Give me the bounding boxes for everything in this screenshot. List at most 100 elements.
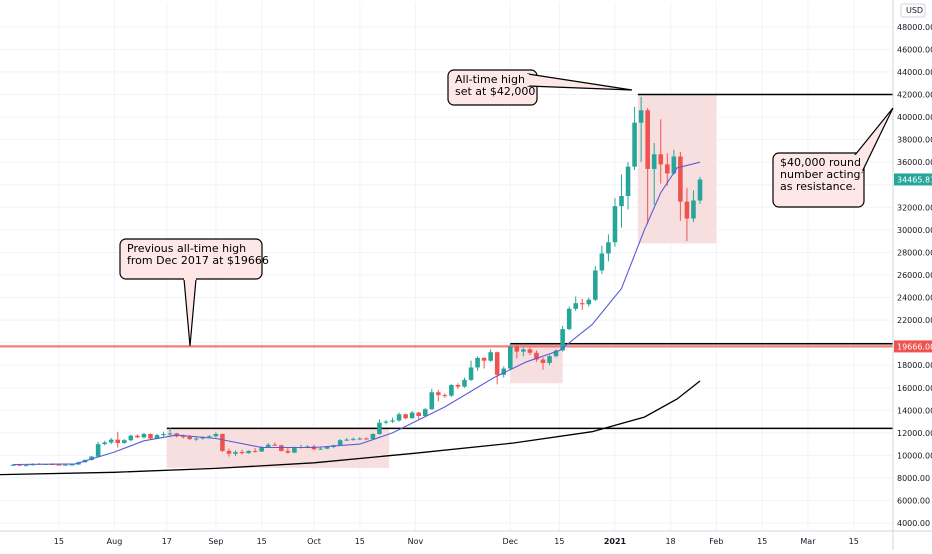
candle-up [141, 432, 147, 439]
candle-body [527, 349, 533, 353]
candle-down [416, 412, 421, 420]
candle-up [468, 360, 474, 381]
price-label: 19666.00 [897, 342, 932, 351]
candle-body [468, 367, 474, 380]
candle-body [632, 122, 637, 167]
candle-down [514, 344, 520, 359]
price-label-bg [894, 173, 932, 186]
candle-up [593, 265, 598, 301]
callout-text: Previous all-time high [127, 242, 246, 255]
candle-body [89, 456, 94, 460]
candle-body [148, 433, 153, 439]
y-tick-label: 48000.00 [897, 23, 932, 32]
candle-body [678, 156, 683, 202]
candle-body [305, 446, 310, 448]
y-tick-label: 46000.00 [897, 45, 932, 54]
candle-body [350, 439, 356, 441]
slow-ma-line [0, 380, 701, 476]
y-tick-label: 42000.00 [897, 90, 932, 99]
callout-pointer [527, 73, 633, 91]
candle-down [527, 347, 533, 356]
candle-body [357, 438, 363, 440]
candle-up [95, 441, 101, 458]
candle-body [108, 439, 114, 443]
candle-down [540, 357, 546, 370]
candle-body [318, 448, 323, 450]
candle-up [599, 245, 605, 274]
x-tick-label: 18 [665, 537, 675, 546]
candle-body [403, 414, 408, 419]
currency-box [900, 3, 926, 18]
candle-up [638, 96, 644, 163]
candle-down [403, 413, 408, 420]
candle-body [606, 242, 611, 254]
candle-body [540, 359, 546, 363]
y-tick-label: 6000.00 [897, 497, 930, 506]
candle-up [10, 464, 16, 466]
y-tick-label: 24000.00 [897, 294, 932, 303]
candle-body [213, 433, 219, 437]
candle-body [507, 346, 513, 369]
candle-down [226, 448, 232, 457]
candle-up [501, 366, 507, 378]
x-tick-label: 15 [757, 537, 767, 546]
y-tick-label: 32000.00 [897, 203, 932, 212]
candle-up [697, 176, 703, 204]
candle-body [547, 356, 552, 363]
candle-body [501, 368, 507, 375]
candle-down [442, 393, 448, 398]
candle-up [233, 450, 238, 456]
candle-body [141, 433, 147, 438]
x-tick-label: Dec [503, 537, 518, 546]
candle-up [691, 190, 696, 222]
candle-down [115, 431, 121, 448]
y-tick-label: 10000.00 [897, 451, 932, 460]
candle-up [566, 306, 572, 331]
y-tick-label: 40000.00 [897, 113, 932, 122]
candle-body [429, 392, 435, 410]
y-tick-label: 26000.00 [897, 271, 932, 280]
candle-down [658, 119, 664, 184]
x-tick-label: 2021 [604, 537, 627, 546]
callout-text: as resistance. [780, 180, 856, 193]
x-tick-label: 17 [162, 537, 172, 546]
candle-down [285, 448, 291, 454]
candle-up [193, 436, 199, 441]
candle-body [586, 299, 592, 305]
candle-down [148, 433, 153, 440]
candle-down [272, 442, 278, 446]
candle-body [514, 346, 520, 352]
candle-down [678, 152, 683, 221]
candle-down [579, 298, 585, 310]
slow-moving-average [0, 380, 701, 476]
candle-up [102, 440, 107, 446]
candle-body [521, 349, 526, 352]
candle-down [364, 437, 369, 440]
candle-body [449, 384, 454, 396]
candle-body [638, 110, 644, 123]
y-tick-label: 8000.00 [897, 474, 930, 483]
candle-body [272, 444, 278, 446]
y-tick-label: 12000.00 [897, 429, 932, 438]
x-tick-label: Aug [107, 537, 123, 546]
candle-body [619, 196, 624, 207]
candle-body [161, 433, 166, 436]
highlight-zones [166, 94, 717, 468]
candle-up [612, 198, 618, 247]
candle-up [475, 356, 480, 371]
candle-body [645, 110, 650, 169]
candle-body [697, 179, 703, 201]
candle-body [416, 412, 421, 416]
callout-pointer [183, 278, 197, 347]
candle-body [193, 438, 199, 440]
y-tick-label: 16000.00 [897, 384, 932, 393]
candle-body [475, 357, 480, 368]
candle-up [625, 162, 631, 210]
candle-up [507, 344, 513, 370]
x-tick-label: Feb [709, 537, 723, 546]
candle-up [573, 296, 578, 312]
candle-body [220, 433, 225, 451]
